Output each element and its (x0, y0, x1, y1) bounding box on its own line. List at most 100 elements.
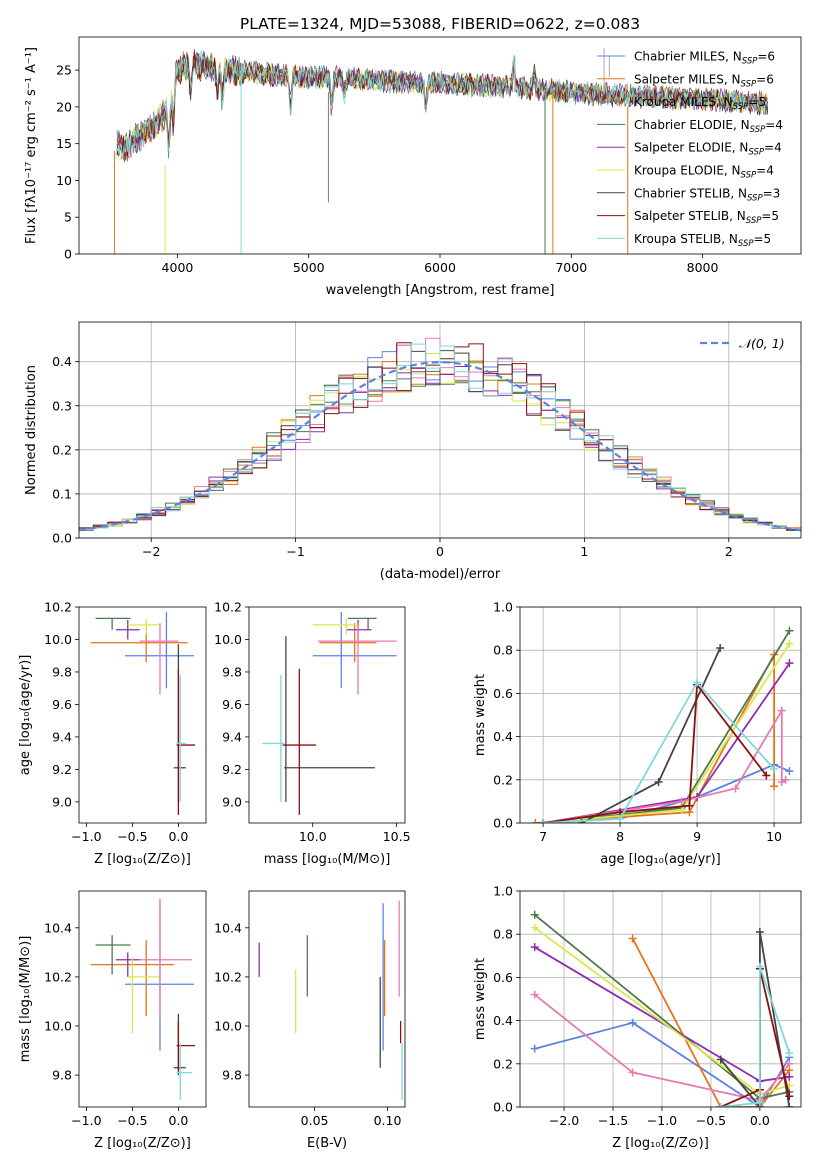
x-tick-label: 6000 (424, 260, 456, 275)
y-tick-label: 0.3 (52, 398, 72, 413)
mass-weight-line (631, 938, 791, 1107)
y-tick-label: 25 (56, 63, 72, 78)
data-marker (785, 1072, 794, 1081)
data-marker (770, 765, 779, 773)
y-tick-label: 0.2 (493, 772, 513, 787)
y-tick-label: 0 (64, 247, 72, 262)
y-tick-label: 0.8 (493, 643, 513, 658)
x-tick-label: −0.5 (696, 1113, 726, 1128)
y-tick-label: 9.6 (52, 697, 72, 712)
y-tick-label: 9.8 (222, 1068, 242, 1083)
x-tick-label: 0 (436, 544, 444, 559)
y-tick-label: 0.4 (52, 354, 72, 369)
legend-label: Kroupa STELIB, NSSP=5 (634, 232, 771, 249)
x-tick-label: −0.5 (117, 1113, 147, 1128)
legend-label: Salpeter MILES, NSSP=6 (634, 72, 774, 89)
legend-label: Salpeter ELODIE, NSSP=4 (634, 141, 782, 158)
data-marker (530, 923, 539, 932)
y-tick-label: 0.2 (493, 1056, 513, 1071)
x-tick-label: 0.0 (168, 1113, 188, 1128)
plot-area-7 (520, 891, 801, 1107)
y-tick-label: 5 (64, 210, 72, 225)
x-tick-label: −1.0 (71, 1113, 101, 1128)
axes-frame-3 (248, 606, 406, 824)
spectrum-line (116, 51, 769, 162)
y-tick-label: 10 (56, 173, 72, 188)
legend-label: Chabrier ELODIE, NSSP=4 (634, 118, 783, 135)
legend-label: Kroupa MILES, NSSP=5 (634, 95, 766, 112)
y-tick-label: 9.4 (222, 729, 242, 744)
y-tick-label: 10.2 (44, 969, 72, 984)
legend-label: Kroupa ELODIE, NSSP=4 (634, 164, 774, 181)
y-tick-label: 9.8 (52, 1068, 72, 1083)
x-axis-label: wavelength [Angstrom, rest frame] (326, 283, 555, 298)
x-axis-label: E(B-V) (307, 1136, 347, 1151)
x-tick-label: 4000 (162, 260, 194, 275)
y-tick-label: 0.2 (52, 442, 72, 457)
data-marker (762, 771, 771, 780)
data-marker (616, 814, 625, 823)
data-marker (755, 928, 764, 937)
y-tick-label: 0.0 (493, 1100, 513, 1115)
spectrum-line (115, 50, 769, 160)
mass-weight-line (542, 662, 791, 823)
data-marker (755, 1098, 764, 1107)
data-marker (770, 782, 779, 791)
x-tick-label: −1.0 (71, 829, 101, 844)
y-tick-label: 0.8 (493, 927, 513, 942)
data-marker (785, 1092, 794, 1101)
data-marker (716, 644, 725, 653)
y-tick-label: 0.1 (52, 486, 72, 501)
mass-weight-line (720, 931, 791, 1107)
data-marker (785, 1049, 794, 1057)
y-tick-label: 20 (56, 99, 72, 114)
x-axis-label: Z [log₁₀(Z/Z⊙)] (94, 1136, 191, 1151)
x-tick-label: 10 (766, 829, 782, 844)
y-axis-label: Flux [fλ10⁻¹⁷ erg cm⁻² s⁻¹ A⁻¹] (24, 47, 39, 244)
legend-label: 𝒩(0, 1) (739, 336, 785, 351)
x-tick-label: 0.10 (374, 1113, 402, 1128)
x-tick-label: −1 (286, 544, 304, 559)
x-tick-label: 7000 (555, 260, 587, 275)
plot-area-5 (90, 898, 195, 1100)
legend-label: Salpeter STELIB, NSSP=5 (634, 209, 779, 226)
figure-title: PLATE=1324, MJD=53088, FIBERID=0622, z=0… (240, 15, 640, 33)
data-marker (530, 1044, 539, 1053)
mass-weight-line (542, 682, 768, 823)
data-marker (531, 819, 540, 823)
y-tick-label: 15 (56, 136, 72, 151)
histogram-series (79, 343, 801, 533)
plot-area-6 (258, 900, 403, 1100)
plot-area-2 (90, 611, 195, 815)
x-tick-label: −1.5 (598, 1113, 628, 1128)
y-tick-label: 10.4 (44, 920, 72, 935)
y-tick-label: 9.2 (222, 762, 242, 777)
mass-weight-line (543, 681, 775, 823)
y-tick-label: 10.2 (214, 969, 242, 984)
y-tick-label: 9.4 (52, 729, 72, 744)
x-tick-label: 5000 (293, 260, 325, 275)
x-tick-label: 0.0 (168, 829, 188, 844)
y-tick-label: 0.0 (52, 531, 72, 546)
plot-area-1 (79, 322, 801, 538)
data-marker (628, 934, 637, 943)
y-tick-label: 10.0 (44, 1019, 72, 1034)
y-tick-label: 10.2 (44, 600, 72, 615)
x-tick-label: 0.0 (750, 1113, 770, 1128)
y-axis-label: mass weight (473, 674, 488, 756)
y-tick-label: 10.0 (44, 632, 72, 647)
data-marker (785, 626, 794, 635)
data-marker (685, 801, 694, 810)
data-marker (677, 806, 686, 815)
x-tick-label: −2.0 (549, 1113, 579, 1128)
data-marker (530, 910, 539, 919)
plot-area-3 (262, 611, 397, 815)
data-marker (785, 1059, 794, 1068)
axes-frame-0 (78, 36, 802, 255)
x-tick-label: −0.5 (117, 829, 147, 844)
data-marker (677, 797, 686, 806)
y-tick-label: 0.6 (493, 970, 513, 985)
data-marker (716, 1103, 725, 1107)
mass-weight-line (720, 966, 791, 1107)
data-marker (755, 962, 764, 971)
